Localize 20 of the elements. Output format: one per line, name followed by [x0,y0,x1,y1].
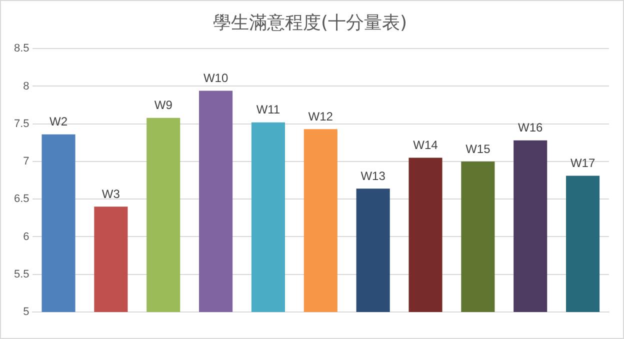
y-tick-label: 6.5 [14,193,30,206]
x-tick-label: W3 [102,186,120,201]
y-tick-label: 6 [23,230,30,243]
y-tick-label: 5 [23,306,30,318]
x-tick-label: W14 [413,138,438,152]
y-tick-label: 7.5 [14,118,30,130]
x-tick-label: W17 [570,156,596,170]
x-tick-label: W12 [308,109,334,124]
x-tick-label: W9 [154,98,173,112]
x-tick-label: W10 [203,71,228,86]
y-tick-label: 5.5 [14,268,30,280]
x-tick-label: W13 [360,168,386,183]
x-tick-label: W2 [50,114,68,129]
x-tick-label: W15 [466,142,491,156]
y-tick-label: 8 [23,80,30,92]
y-tick-label: 7 [23,156,30,168]
x-tick-label: W16 [518,120,544,135]
x-tick-label: W11 [256,102,280,117]
chart-title: 學生滿意程度(十分量表) [212,12,408,34]
y-tick-label: 8.5 [14,42,30,55]
